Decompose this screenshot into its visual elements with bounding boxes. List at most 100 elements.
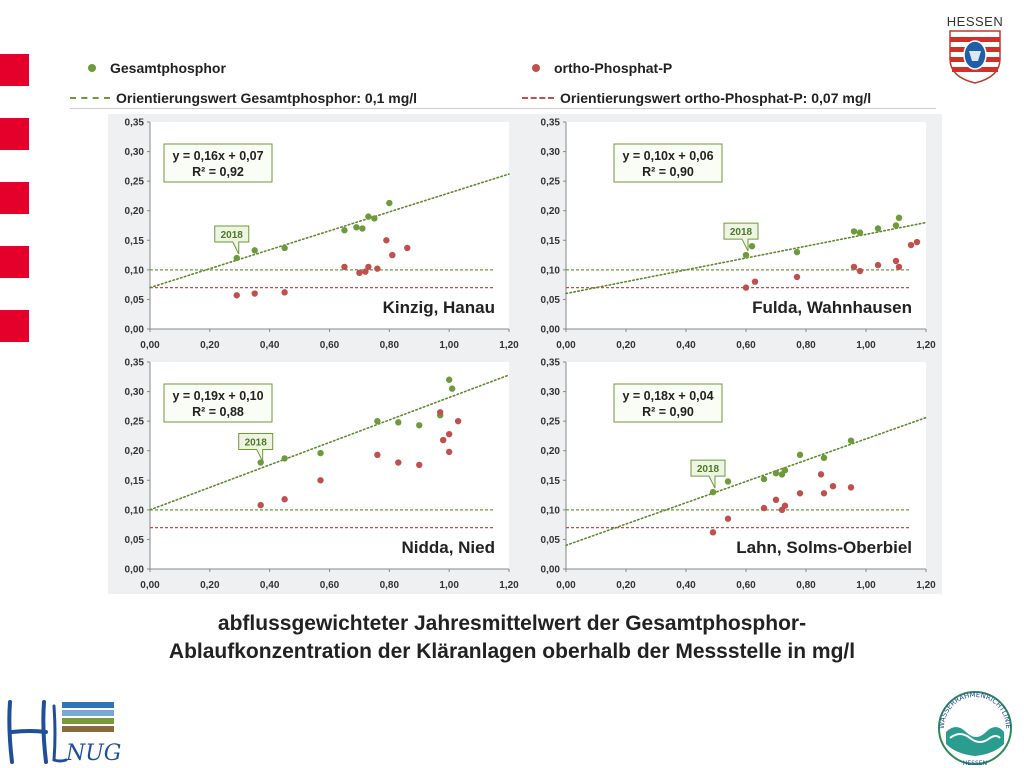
y-tick-label: 0,15 (541, 236, 561, 247)
data-point-gesamtphosphor (793, 248, 801, 256)
green-dot-icon (88, 64, 96, 72)
data-point-ortho-phosphat (436, 409, 444, 416)
data-point-ortho-phosphat (760, 504, 768, 512)
equation-box (613, 383, 723, 423)
x-tick-label: 0,80 (380, 340, 400, 351)
x-tick-label: 0,60 (736, 340, 756, 351)
y-tick-label: 0,00 (541, 325, 561, 336)
logo-text: NUG (65, 741, 121, 766)
logo-band (62, 726, 114, 732)
x-tick-label: 0,20 (200, 340, 220, 351)
data-point-gesamtphosphor (416, 422, 423, 429)
red-dash-icon (522, 97, 554, 99)
x-tick-label: 0,40 (260, 340, 280, 351)
x-tick-label: 0,60 (320, 580, 340, 591)
stripe (0, 118, 29, 150)
data-point-ortho-phosphat (365, 263, 372, 271)
y-tick-label: 0,05 (125, 535, 145, 546)
caption-line-1: abflussgewichteter Jahresmittelwert der … (217, 612, 807, 635)
stripe (0, 246, 29, 278)
y-tick-label: 0,10 (125, 505, 145, 516)
x-tick-label: 0,20 (616, 340, 636, 351)
data-point-gesamtphosphor (317, 449, 324, 457)
legend-item-ortho-phosphat: ortho-Phosphat-P (532, 60, 672, 76)
data-point-ortho-phosphat (317, 477, 324, 484)
equation-label: y = 0,10x + 0,06 (622, 149, 713, 163)
red-dot-icon (532, 64, 540, 72)
trend-line (149, 374, 510, 511)
y-tick-label: 0,10 (125, 265, 145, 276)
x-tick-label: 0,00 (556, 580, 576, 591)
x-tick-label: 0,20 (616, 580, 636, 591)
equation-box (163, 383, 273, 423)
stripe (0, 182, 29, 214)
green-dash-icon (70, 97, 110, 99)
legend-item-gesamtphosphor: Gesamtphosphor (88, 60, 226, 76)
data-point-ortho-phosphat (913, 238, 921, 246)
data-point-gesamtphosphor (251, 247, 258, 254)
data-point-ortho-phosphat (439, 436, 447, 444)
data-point-ortho-phosphat (892, 257, 900, 265)
y-tick-label: 0,25 (125, 417, 145, 428)
data-point-gesamtphosphor (874, 225, 882, 232)
data-point-gesamtphosphor (760, 475, 768, 483)
data-point-gesamtphosphor (395, 419, 402, 426)
data-point-ortho-phosphat (781, 502, 789, 509)
data-point-ortho-phosphat (362, 268, 369, 275)
data-point-ortho-phosphat (850, 263, 858, 271)
data-point-gesamtphosphor (374, 417, 381, 425)
data-point-ortho-phosphat (817, 471, 825, 478)
x-tick-label: 1,00 (856, 580, 876, 591)
data-point-ortho-phosphat (404, 244, 411, 252)
x-tick-label: 0,80 (380, 580, 400, 591)
x-tick-label: 0,80 (796, 340, 816, 351)
x-tick-label: 1,20 (499, 340, 519, 351)
x-tick-label: 0,60 (320, 340, 340, 351)
data-point-ortho-phosphat (820, 490, 828, 497)
data-point-ortho-phosphat (829, 483, 837, 490)
data-point-ortho-phosphat (724, 515, 732, 522)
legend-divider (70, 108, 936, 109)
data-point-gesamtphosphor (742, 251, 750, 259)
annotation-label: 2018 (697, 464, 720, 475)
annotation-label: 2018 (221, 230, 244, 241)
x-tick-label: 0,00 (140, 340, 160, 351)
data-point-gesamtphosphor (796, 451, 804, 459)
data-point-ortho-phosphat (416, 461, 423, 469)
x-tick-label: 0,40 (676, 340, 696, 351)
data-point-ortho-phosphat (907, 241, 915, 249)
logo-band (62, 710, 114, 716)
data-point-ortho-phosphat (751, 278, 759, 285)
annotation-label: 2018 (245, 438, 268, 449)
y-tick-label: 0,30 (125, 387, 145, 398)
y-tick-label: 0,30 (125, 147, 145, 158)
y-tick-label: 0,05 (541, 295, 561, 306)
data-point-gesamtphosphor (709, 488, 717, 496)
equation-label: y = 0,19x + 0,10 (172, 389, 263, 403)
data-point-gesamtphosphor (850, 228, 858, 235)
trend-line (149, 173, 510, 289)
y-tick-label: 0,20 (541, 446, 561, 457)
hessen-brand: HESSEN (946, 14, 1004, 29)
y-tick-label: 0,35 (125, 358, 145, 369)
data-point-gesamtphosphor (748, 243, 756, 250)
r-squared-label: R² = 0,90 (642, 405, 694, 419)
figure-caption: abflussgewichteter Jahresmittelwert der … (0, 610, 1024, 666)
data-point-ortho-phosphat (742, 284, 750, 291)
data-point-ortho-phosphat (856, 267, 864, 275)
logo-bottom-text: HESSEN (963, 760, 987, 767)
x-tick-label: 1,20 (916, 580, 936, 591)
equation-label: y = 0,16x + 0,07 (172, 149, 263, 163)
legend-item-gp-reference: Orientierungswert Gesamtphosphor: 0,1 mg… (70, 90, 417, 106)
data-point-ortho-phosphat (874, 261, 882, 269)
data-point-gesamtphosphor (892, 222, 900, 229)
annotation-callout (690, 459, 726, 489)
y-tick-label: 0,30 (541, 387, 561, 398)
legend-label: ortho-Phosphat-P (554, 60, 673, 76)
y-tick-label: 0,00 (125, 565, 145, 576)
x-tick-label: 1,20 (916, 340, 936, 351)
data-point-ortho-phosphat (793, 273, 801, 281)
annotation-callout (723, 222, 759, 252)
data-point-ortho-phosphat (281, 289, 288, 296)
